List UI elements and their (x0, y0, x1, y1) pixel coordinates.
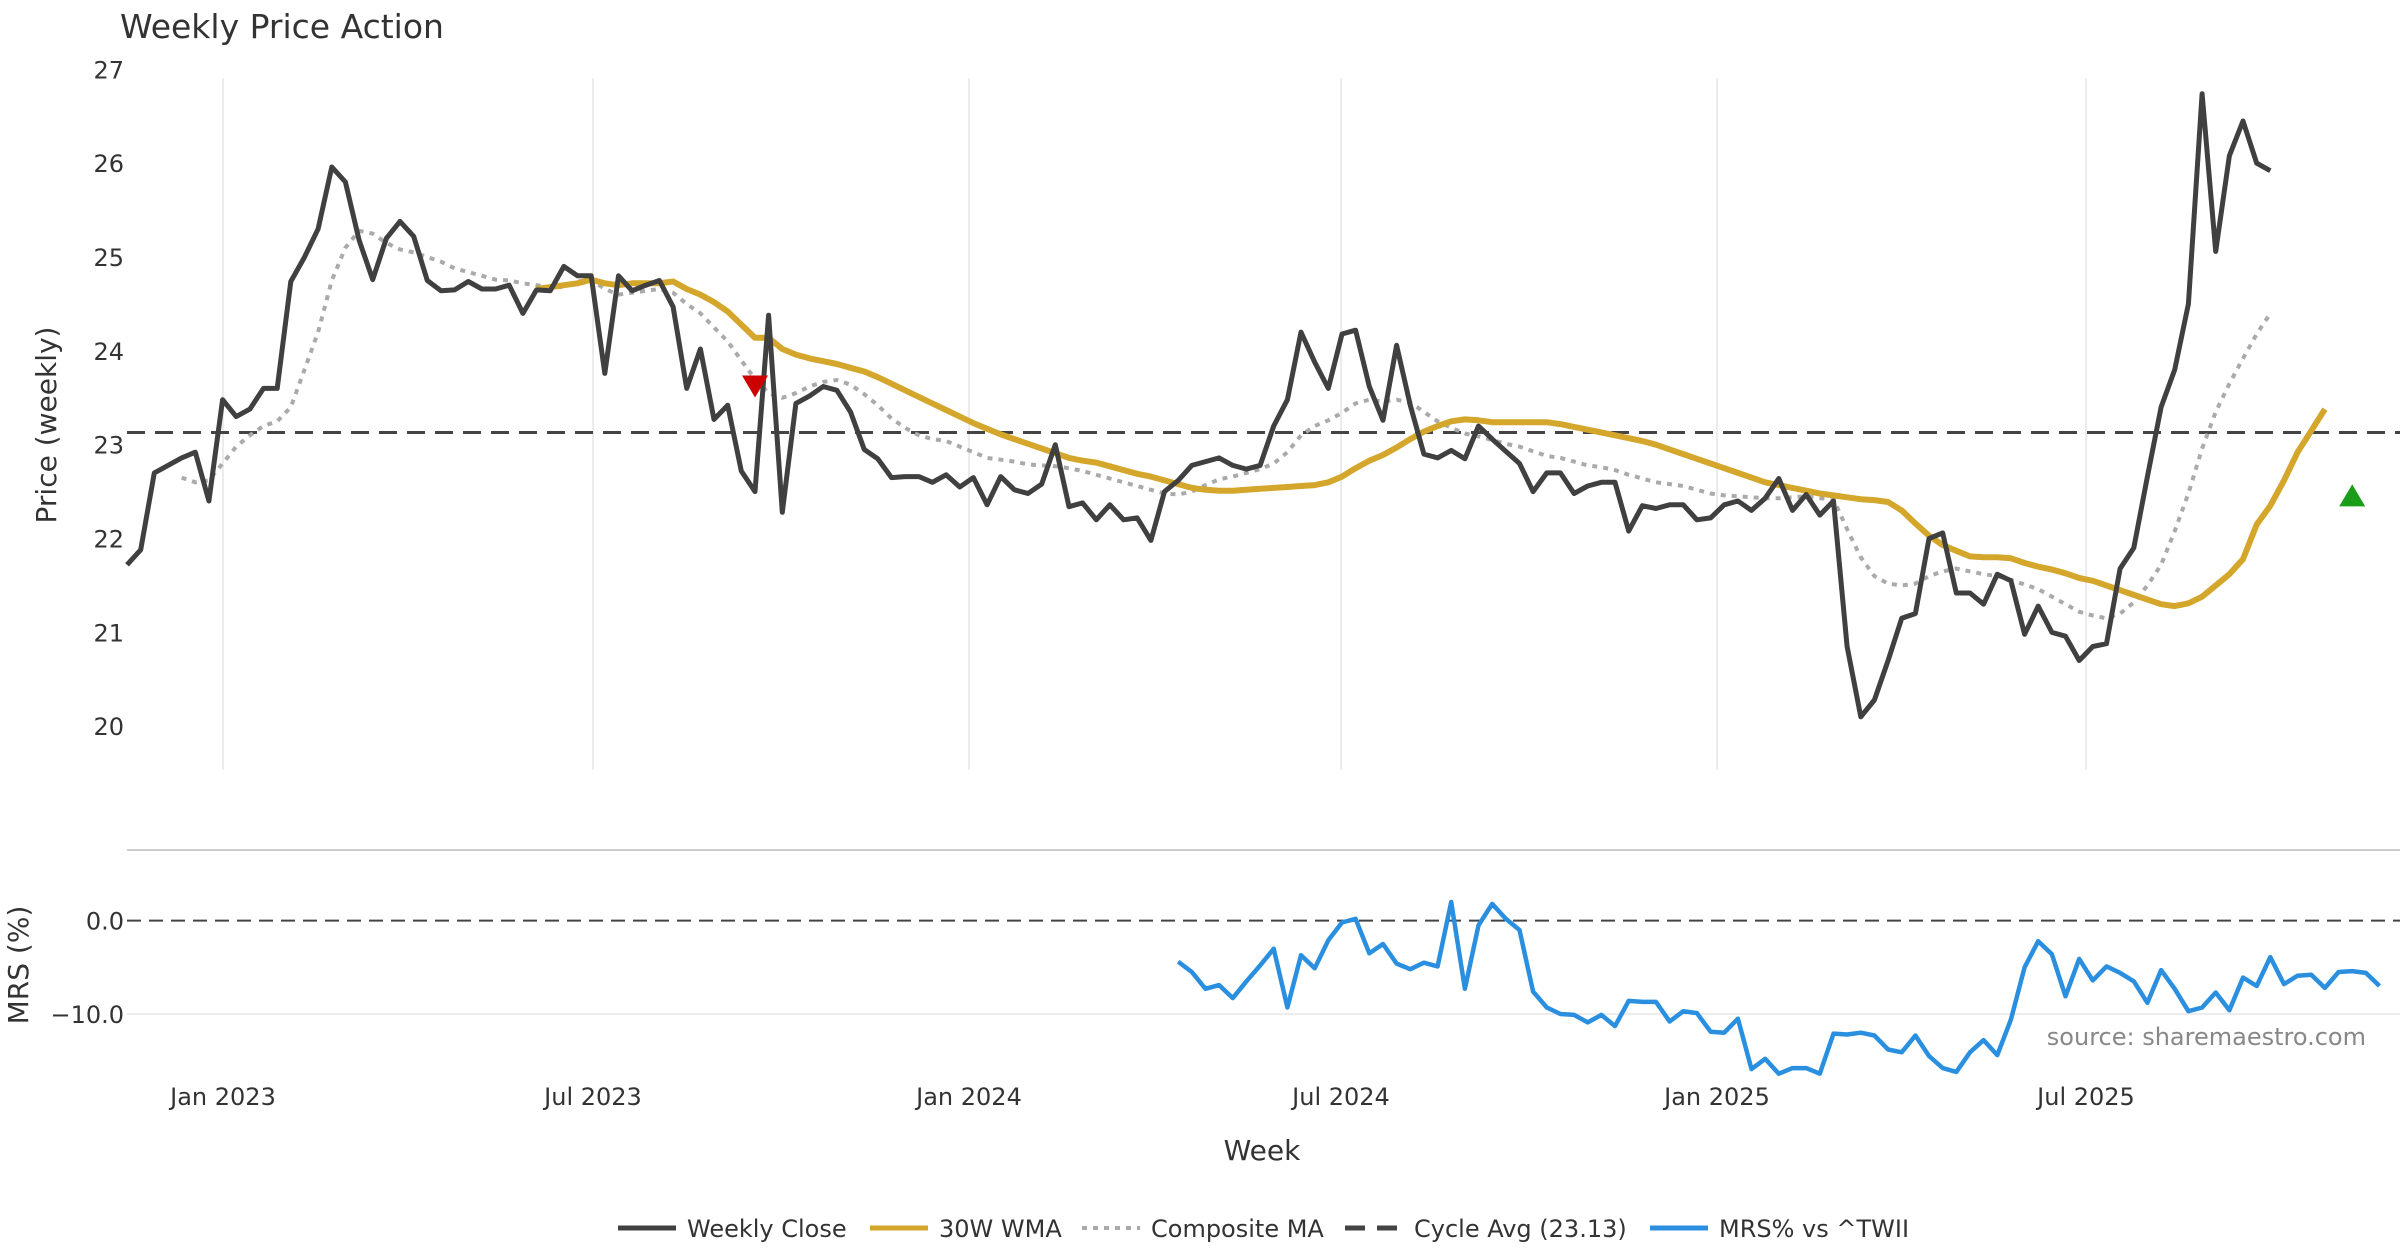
sell-signal-marker (742, 375, 768, 398)
legend-label: 30W WMA (939, 1215, 1062, 1243)
x-axis: Jan 2023 Jul 2023 Jan 2024 Jul 2024 Jan 2025… (168, 1083, 2135, 1111)
x-tick-label: Jan 2024 (914, 1083, 1022, 1111)
legend-label: MRS% vs ^TWII (1719, 1215, 1909, 1243)
price-y-tick-label: 27 (93, 56, 124, 84)
price-y-tick-label: 25 (93, 244, 124, 272)
mrs-y-tick-label: 0.0 (86, 908, 124, 936)
price-y-tick-label: 22 (93, 526, 124, 554)
source-note: source: sharemaestro.com (2047, 1023, 2366, 1051)
price-y-axis-label: Price (weekly) (30, 327, 63, 524)
x-tick-label: Jan 2023 (168, 1083, 276, 1111)
wma-30w-series (536, 276, 2328, 610)
composite-ma-series (180, 228, 2272, 621)
weekly-close-series (125, 91, 2272, 720)
legend-label: Cycle Avg (23.13) (1414, 1215, 1627, 1243)
mrs-y-axis-label: MRS (%) (2, 906, 35, 1025)
mrs-series (1176, 899, 2382, 1076)
legend-label: Composite MA (1151, 1215, 1324, 1243)
chart-legend: Weekly Close 30W WMA Composite MA Cycle Avg… (618, 1215, 1909, 1243)
x-tick-label: Jul 2024 (1290, 1083, 1390, 1111)
legend-label: Weekly Close (687, 1215, 847, 1243)
chart-title: Weekly Price Action (120, 7, 444, 46)
mrs-y-tick-label: −10.0 (50, 1001, 124, 1029)
mrs-y-axis: 0.0 −10.0 (50, 908, 124, 1029)
x-tick-label: Jan 2025 (1662, 1083, 1770, 1111)
x-axis-label: Week (1224, 1134, 1301, 1167)
buy-signal-marker (2339, 484, 2366, 507)
x-tick-label: Jul 2025 (2035, 1083, 2135, 1111)
price-y-tick-label: 21 (93, 619, 124, 647)
price-y-tick-label: 24 (93, 338, 124, 366)
price-y-axis: 20 21 22 23 24 25 26 27 (93, 56, 124, 741)
price-panel-grid (222, 78, 2087, 770)
price-y-tick-label: 23 (93, 432, 124, 460)
price-y-tick-label: 26 (93, 150, 124, 178)
price-y-tick-label: 20 (93, 713, 124, 741)
x-tick-label: Jul 2023 (542, 1083, 642, 1111)
